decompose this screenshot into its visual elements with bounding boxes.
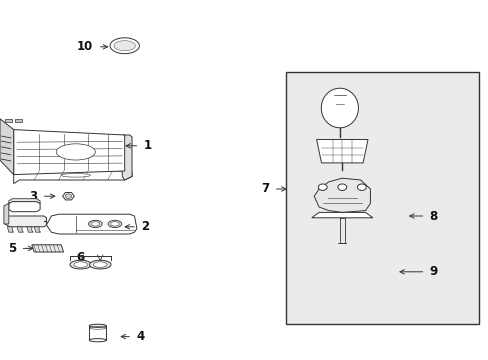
Ellipse shape <box>318 184 326 190</box>
Text: 8: 8 <box>428 210 437 222</box>
Ellipse shape <box>88 220 102 228</box>
Ellipse shape <box>56 144 95 160</box>
Polygon shape <box>14 171 132 184</box>
Polygon shape <box>316 140 367 163</box>
Polygon shape <box>17 227 23 232</box>
Ellipse shape <box>337 184 346 190</box>
Ellipse shape <box>357 184 366 190</box>
Text: 6: 6 <box>77 251 84 264</box>
Polygon shape <box>5 216 46 227</box>
Polygon shape <box>7 227 14 232</box>
Polygon shape <box>311 212 372 218</box>
Polygon shape <box>32 245 63 252</box>
Polygon shape <box>122 135 132 180</box>
Polygon shape <box>34 227 41 232</box>
Polygon shape <box>0 119 14 175</box>
Polygon shape <box>15 119 22 122</box>
Polygon shape <box>14 130 124 175</box>
Polygon shape <box>110 38 139 54</box>
Ellipse shape <box>110 222 119 226</box>
Polygon shape <box>89 339 106 342</box>
Bar <box>285 72 478 324</box>
Text: 3: 3 <box>29 190 38 203</box>
Text: 9: 9 <box>428 265 437 278</box>
Polygon shape <box>9 199 40 203</box>
Polygon shape <box>89 324 106 327</box>
Polygon shape <box>27 227 33 232</box>
Text: 2: 2 <box>141 220 149 233</box>
Text: 5: 5 <box>8 242 17 255</box>
Text: 10: 10 <box>77 40 93 53</box>
Polygon shape <box>70 260 91 269</box>
Ellipse shape <box>108 220 122 228</box>
Polygon shape <box>46 214 137 234</box>
Polygon shape <box>313 178 370 212</box>
Polygon shape <box>93 262 107 267</box>
Ellipse shape <box>91 222 100 226</box>
Text: 4: 4 <box>136 330 144 343</box>
Polygon shape <box>62 193 74 200</box>
Text: 1: 1 <box>143 139 151 152</box>
Text: 7: 7 <box>260 183 268 195</box>
Polygon shape <box>74 262 87 267</box>
Polygon shape <box>321 88 358 128</box>
Polygon shape <box>89 260 111 269</box>
Polygon shape <box>114 41 135 51</box>
Polygon shape <box>5 119 12 122</box>
Ellipse shape <box>61 174 90 177</box>
Polygon shape <box>4 203 9 224</box>
Polygon shape <box>65 194 72 199</box>
Polygon shape <box>9 202 40 212</box>
